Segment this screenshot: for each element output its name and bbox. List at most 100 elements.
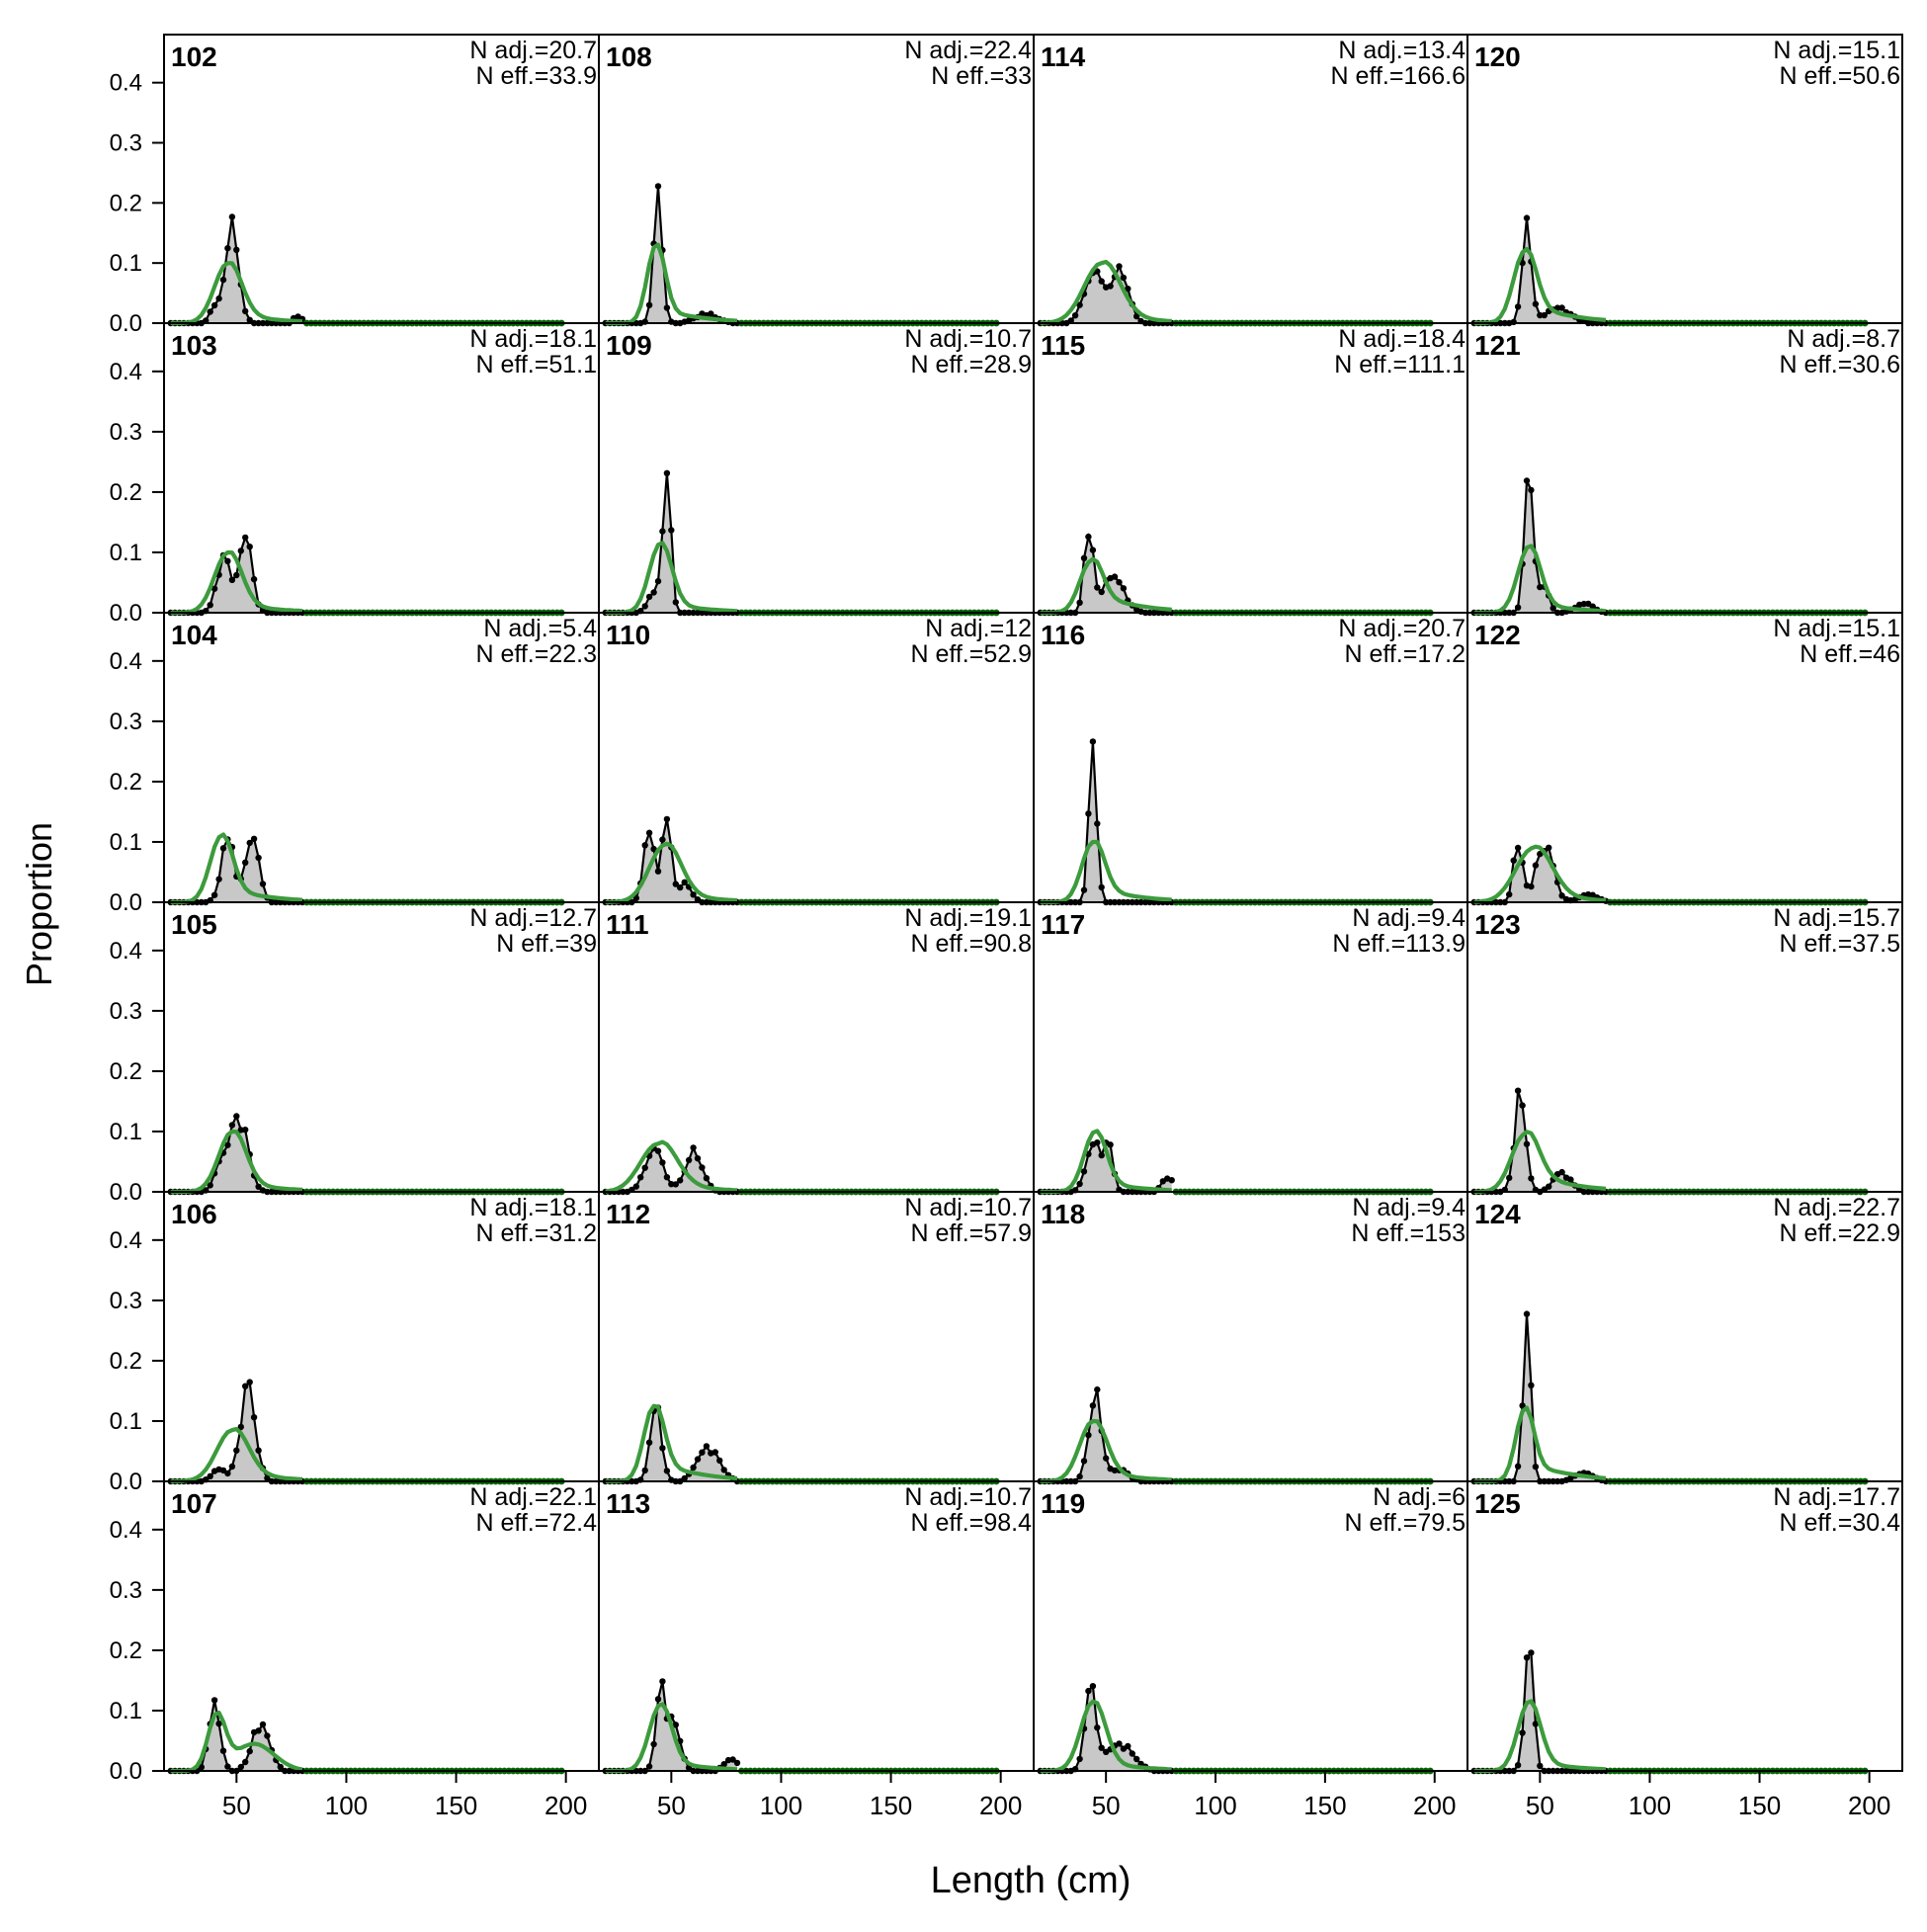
y-tick-label: 0.0 xyxy=(110,1179,142,1206)
y-tick-label: 0.0 xyxy=(110,889,142,916)
observed-point xyxy=(1080,554,1088,561)
observed-point xyxy=(1085,533,1092,541)
observed-point xyxy=(729,1756,736,1763)
n-adj-label: N adj.=12.7 xyxy=(469,904,597,932)
x-tick-label: 50 xyxy=(222,1791,251,1820)
n-adj-label: N adj.=22.1 xyxy=(469,1483,597,1511)
y-tick-label: 0.0 xyxy=(110,600,142,627)
panel-label: 123 xyxy=(1474,909,1521,940)
observed-point xyxy=(1510,857,1517,864)
n-eff-label: N eff.=113.9 xyxy=(1332,930,1466,958)
observed-point xyxy=(207,1182,213,1189)
observed-point xyxy=(264,1474,271,1482)
observed-point xyxy=(654,1147,662,1154)
y-tick-label: 0.2 xyxy=(110,190,142,216)
n-eff-label: N eff.=153 xyxy=(1351,1219,1466,1247)
y-tick-label: 0.4 xyxy=(110,938,142,965)
observed-point xyxy=(645,593,653,601)
observed-area xyxy=(1040,537,1172,613)
observed-point xyxy=(720,1467,727,1473)
observed-point xyxy=(720,1761,727,1768)
observed-point xyxy=(1076,1472,1083,1480)
observed-point xyxy=(1094,1724,1101,1731)
panel-121: 121 N adj.=8.7N eff.=30.6 xyxy=(1466,322,1903,617)
observed-point xyxy=(694,1155,702,1162)
observed-point xyxy=(242,1758,249,1766)
observed-point xyxy=(250,1414,258,1421)
y-tick-label: 0.2 xyxy=(110,1348,142,1375)
y-tick-label: 0.1 xyxy=(110,1119,142,1145)
observed-point xyxy=(1116,579,1123,586)
panel-107: 107 N adj.=22.1N eff.=72.4 xyxy=(163,1480,600,1775)
y-tick-label: 0.2 xyxy=(110,1058,142,1085)
expected-line xyxy=(1473,844,1607,904)
x-tick-label: 100 xyxy=(1629,1791,1671,1820)
observed-point xyxy=(233,571,240,579)
n-adj-label: N adj.=18.1 xyxy=(469,1194,597,1221)
observed-point xyxy=(672,1722,679,1728)
observed-point xyxy=(242,1383,249,1389)
expected-line xyxy=(1040,1699,1172,1774)
observed-point xyxy=(1089,546,1097,553)
panel-109: 109 N adj.=10.7N eff.=28.9 xyxy=(598,322,1035,617)
observed-point xyxy=(1532,1721,1540,1727)
observed-point xyxy=(1125,1742,1131,1750)
observed-point xyxy=(210,1697,218,1704)
panel-label: 107 xyxy=(171,1488,217,1519)
observed-area xyxy=(1473,217,1606,323)
panel-108: 108 N adj.=22.4N eff.=33 xyxy=(598,34,1035,327)
panel-label: 113 xyxy=(606,1488,650,1519)
y-tick-label: 0.2 xyxy=(110,769,142,796)
y-tick-label: 0.4 xyxy=(110,1227,142,1254)
n-eff-label: N eff.=31.2 xyxy=(475,1219,597,1247)
panel-118: 118 N adj.=9.4N eff.=153 xyxy=(1033,1191,1468,1485)
x-tick-label: 150 xyxy=(870,1791,912,1820)
y-tick-label: 0.3 xyxy=(110,1288,142,1314)
observed-point xyxy=(708,310,714,317)
x-tick-label: 100 xyxy=(1194,1791,1236,1820)
observed-point xyxy=(237,1423,244,1431)
observed-point xyxy=(1546,844,1552,851)
panel-label: 116 xyxy=(1041,620,1085,650)
observed-point xyxy=(224,245,231,252)
expected-line xyxy=(1040,839,1172,905)
observed-point xyxy=(1553,304,1561,311)
y-tick-label: 0.4 xyxy=(110,1517,142,1544)
observed-point xyxy=(672,881,679,887)
panel-120: 120 N adj.=15.1N eff.=50.6 xyxy=(1466,34,1903,327)
observed-point xyxy=(668,527,675,534)
n-adj-label: N adj.=17.7 xyxy=(1773,1483,1900,1511)
observed-point xyxy=(215,294,222,302)
observed-point xyxy=(641,603,648,610)
x-tick-label: 50 xyxy=(657,1791,686,1820)
observed-point xyxy=(1532,862,1540,869)
observed-point xyxy=(255,1447,262,1454)
n-eff-label: N eff.=90.8 xyxy=(910,930,1032,958)
n-adj-label: N adj.=13.4 xyxy=(1338,37,1466,64)
expected-line xyxy=(170,1426,303,1484)
observed-point xyxy=(641,1164,648,1171)
x-tick-label: 150 xyxy=(1738,1791,1781,1820)
observed-line xyxy=(1473,1649,1606,1773)
panel-122: 122 N adj.=15.1N eff.=46 xyxy=(1466,612,1903,906)
observed-point xyxy=(1523,477,1531,484)
observed-line xyxy=(1473,1090,1606,1194)
panel-label: 103 xyxy=(171,330,217,361)
observed-point xyxy=(663,1468,671,1474)
x-axis-label: Length (cm) xyxy=(931,1860,1131,1901)
observed-point xyxy=(1546,1183,1552,1190)
observed-area xyxy=(605,818,737,902)
observed-point xyxy=(654,577,662,585)
n-eff-label: N eff.=72.4 xyxy=(475,1509,597,1537)
observed-point xyxy=(1519,1402,1526,1409)
n-eff-label: N eff.=33.9 xyxy=(475,62,597,90)
observed-point xyxy=(255,854,262,862)
x-tick-label: 200 xyxy=(1848,1791,1890,1820)
observed-point xyxy=(1514,303,1522,310)
observed-point xyxy=(1528,1649,1535,1656)
panel-label: 110 xyxy=(606,620,650,650)
observed-point xyxy=(672,599,679,606)
n-eff-label: N eff.=98.4 xyxy=(910,1509,1032,1537)
observed-point xyxy=(641,842,648,849)
